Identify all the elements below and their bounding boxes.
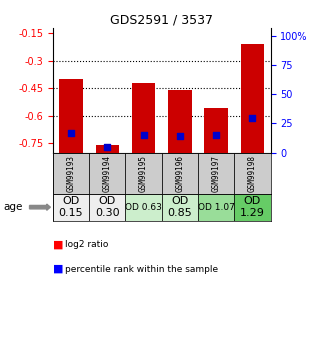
Text: GSM99196: GSM99196 [175,155,184,191]
Bar [168,90,192,152]
Text: ■: ■ [53,240,63,250]
Text: OD 0.63: OD 0.63 [125,203,162,212]
Bar [198,152,234,194]
Text: OD
0.30: OD 0.30 [95,196,120,218]
Bar [132,83,156,152]
Bar [89,152,125,194]
Text: ■: ■ [53,264,63,274]
Point [68,130,73,136]
Bar [204,108,228,152]
Text: percentile rank within the sample: percentile rank within the sample [65,265,218,274]
Text: GSM99193: GSM99193 [67,155,76,191]
Text: age: age [3,202,22,212]
Text: GSM99197: GSM99197 [212,155,220,191]
Point [141,132,146,138]
Bar [89,194,125,221]
Text: OD 1.07: OD 1.07 [198,203,234,212]
Bar [53,152,89,194]
Text: GSM99194: GSM99194 [103,155,112,191]
Point [105,144,110,149]
Bar [162,152,198,194]
Text: GSM99198: GSM99198 [248,155,257,191]
Point [250,115,255,120]
Point [177,134,182,139]
Bar [59,79,83,152]
Text: OD
0.15: OD 0.15 [59,196,83,218]
Point [214,132,219,138]
Text: GSM99195: GSM99195 [139,155,148,191]
Bar [162,194,198,221]
Bar [53,194,89,221]
Text: OD
1.29: OD 1.29 [240,196,265,218]
Title: GDS2591 / 3537: GDS2591 / 3537 [110,13,213,27]
Bar [241,44,264,152]
Bar [125,194,162,221]
Text: OD
0.85: OD 0.85 [168,196,192,218]
Bar [125,152,162,194]
Bar [234,194,271,221]
Bar [234,152,271,194]
Text: log2 ratio: log2 ratio [65,240,109,249]
Bar [95,145,119,152]
Bar [198,194,234,221]
